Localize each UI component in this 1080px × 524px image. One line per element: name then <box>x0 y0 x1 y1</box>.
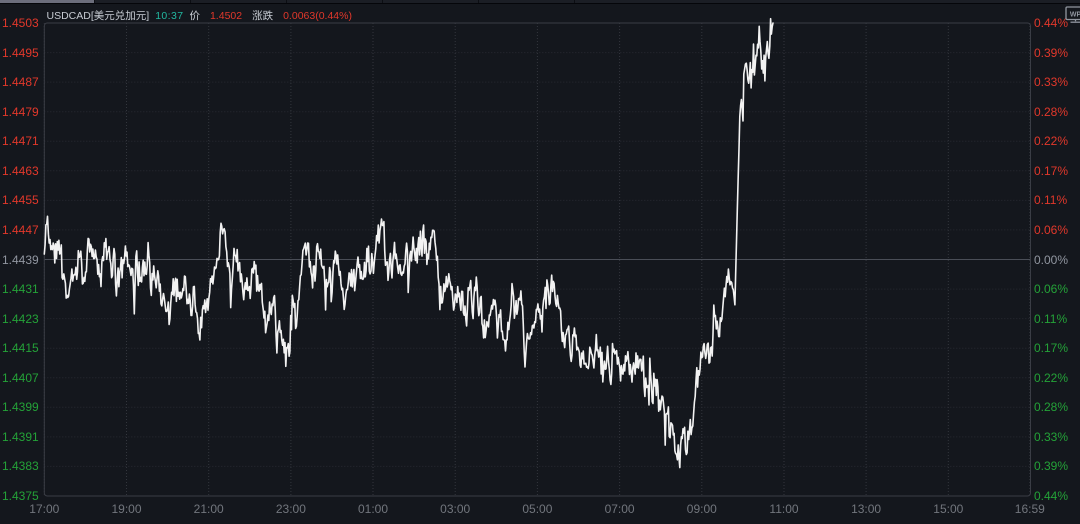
svg-text:WP: WP <box>1070 11 1080 18</box>
